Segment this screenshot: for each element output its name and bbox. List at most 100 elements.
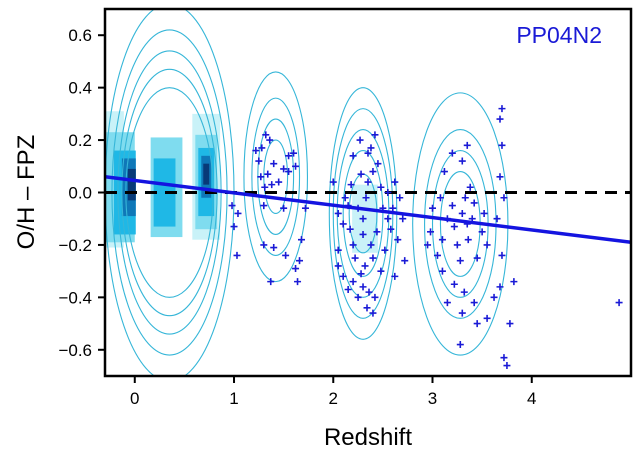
data-point-39 [359, 215, 367, 223]
data-point-30 [294, 278, 302, 286]
data-point-44 [374, 160, 382, 168]
data-point-120 [498, 141, 506, 149]
data-point-105 [480, 209, 488, 217]
data-point-95 [464, 236, 472, 244]
data-point-89 [450, 223, 458, 231]
data-point-98 [466, 183, 474, 191]
data-point-117 [493, 215, 501, 223]
x-tick-label-4: 4 [527, 389, 536, 408]
data-point-115 [496, 283, 504, 291]
data-point-1 [234, 209, 242, 217]
data-point-41 [364, 178, 372, 186]
data-point-6 [262, 131, 270, 139]
y-axis-title: O/H – FPZ [13, 135, 40, 250]
data-point-75 [341, 194, 349, 202]
data-point-104 [478, 228, 486, 236]
data-point-69 [391, 178, 399, 186]
x-tick-label-1: 1 [229, 389, 238, 408]
data-point-78 [363, 304, 371, 312]
data-point-25 [298, 236, 306, 244]
data-point-100 [463, 141, 471, 149]
data-point-23 [270, 244, 278, 252]
data-point-127 [443, 299, 451, 307]
data-point-86 [438, 236, 446, 244]
data-point-52 [367, 241, 375, 249]
data-point-57 [359, 283, 367, 291]
data-point-17 [290, 149, 298, 157]
data-point-66 [387, 225, 395, 233]
data-point-101 [440, 168, 448, 176]
x-tick-label-2: 2 [329, 389, 338, 408]
data-point-20 [260, 202, 268, 210]
x-axis-title: Redshift [324, 424, 412, 451]
data-point-110 [470, 299, 478, 307]
data-point-131 [615, 299, 623, 307]
data-point-12 [268, 181, 276, 189]
data-point-42 [357, 170, 365, 178]
data-point-46 [371, 131, 379, 139]
contour-ring-3-0 [412, 92, 509, 356]
data-point-91 [456, 257, 464, 265]
data-point-81 [356, 136, 364, 144]
data-point-40 [362, 194, 370, 202]
data-point-111 [458, 309, 466, 317]
data-point-36 [349, 241, 357, 249]
contour-ring-1-0 [243, 71, 309, 283]
data-point-27 [292, 265, 300, 273]
y-tick-label-1: −0.4 [58, 288, 92, 307]
data-point-5 [258, 144, 266, 152]
data-point-77 [359, 230, 367, 238]
data-point-119 [496, 173, 504, 181]
data-point-62 [339, 272, 347, 280]
y-tick-label-4: 0.2 [68, 131, 92, 150]
data-point-31 [329, 178, 337, 186]
data-point-32 [334, 209, 342, 217]
data-point-82 [349, 152, 357, 160]
data-point-71 [399, 215, 407, 223]
x-axis: 0 1 2 3 4 [130, 376, 536, 408]
data-point-54 [361, 262, 369, 270]
method-annotation: PP04N2 [516, 22, 602, 48]
data-point-109 [460, 288, 468, 296]
data-point-11 [270, 160, 278, 168]
data-point-92 [458, 209, 466, 217]
data-point-22 [260, 241, 268, 249]
data-point-10 [264, 170, 272, 178]
data-point-53 [369, 254, 377, 262]
data-point-68 [384, 189, 392, 196]
data-point-4 [252, 147, 260, 155]
data-point-67 [389, 204, 397, 212]
data-point-121 [506, 320, 514, 328]
density-cell-6 [153, 158, 176, 227]
density-cell-4 [127, 168, 136, 201]
data-point-47 [364, 149, 372, 157]
data-point-28 [267, 278, 275, 286]
data-point-103 [473, 254, 481, 262]
data-point-72 [394, 236, 402, 244]
data-point-45 [367, 144, 375, 152]
data-point-70 [396, 194, 404, 202]
data-point-26 [296, 257, 304, 265]
data-point-88 [448, 202, 456, 210]
data-point-18 [285, 168, 293, 176]
data-point-56 [349, 278, 357, 286]
data-point-124 [510, 278, 518, 286]
data-point-113 [483, 314, 491, 322]
data-point-97 [470, 199, 478, 207]
y-tick-label-2: −0.2 [58, 236, 92, 255]
data-point-107 [438, 267, 446, 275]
fit-line [105, 175, 631, 245]
data-point-7 [266, 136, 274, 144]
data-point-58 [365, 288, 373, 296]
density-layer [105, 111, 378, 253]
data-point-48 [377, 183, 385, 191]
y-axis: −0.6 −0.4 −0.2 0.0 0.2 0.4 0.6 [58, 26, 105, 360]
data-point-51 [373, 228, 381, 236]
data-point-29 [301, 204, 309, 212]
data-point-65 [381, 246, 389, 254]
data-point-123 [503, 362, 511, 370]
data-point-76 [351, 254, 359, 262]
data-point-63 [334, 262, 342, 270]
data-point-79 [369, 309, 377, 317]
contour-ring-1-1 [251, 97, 301, 256]
